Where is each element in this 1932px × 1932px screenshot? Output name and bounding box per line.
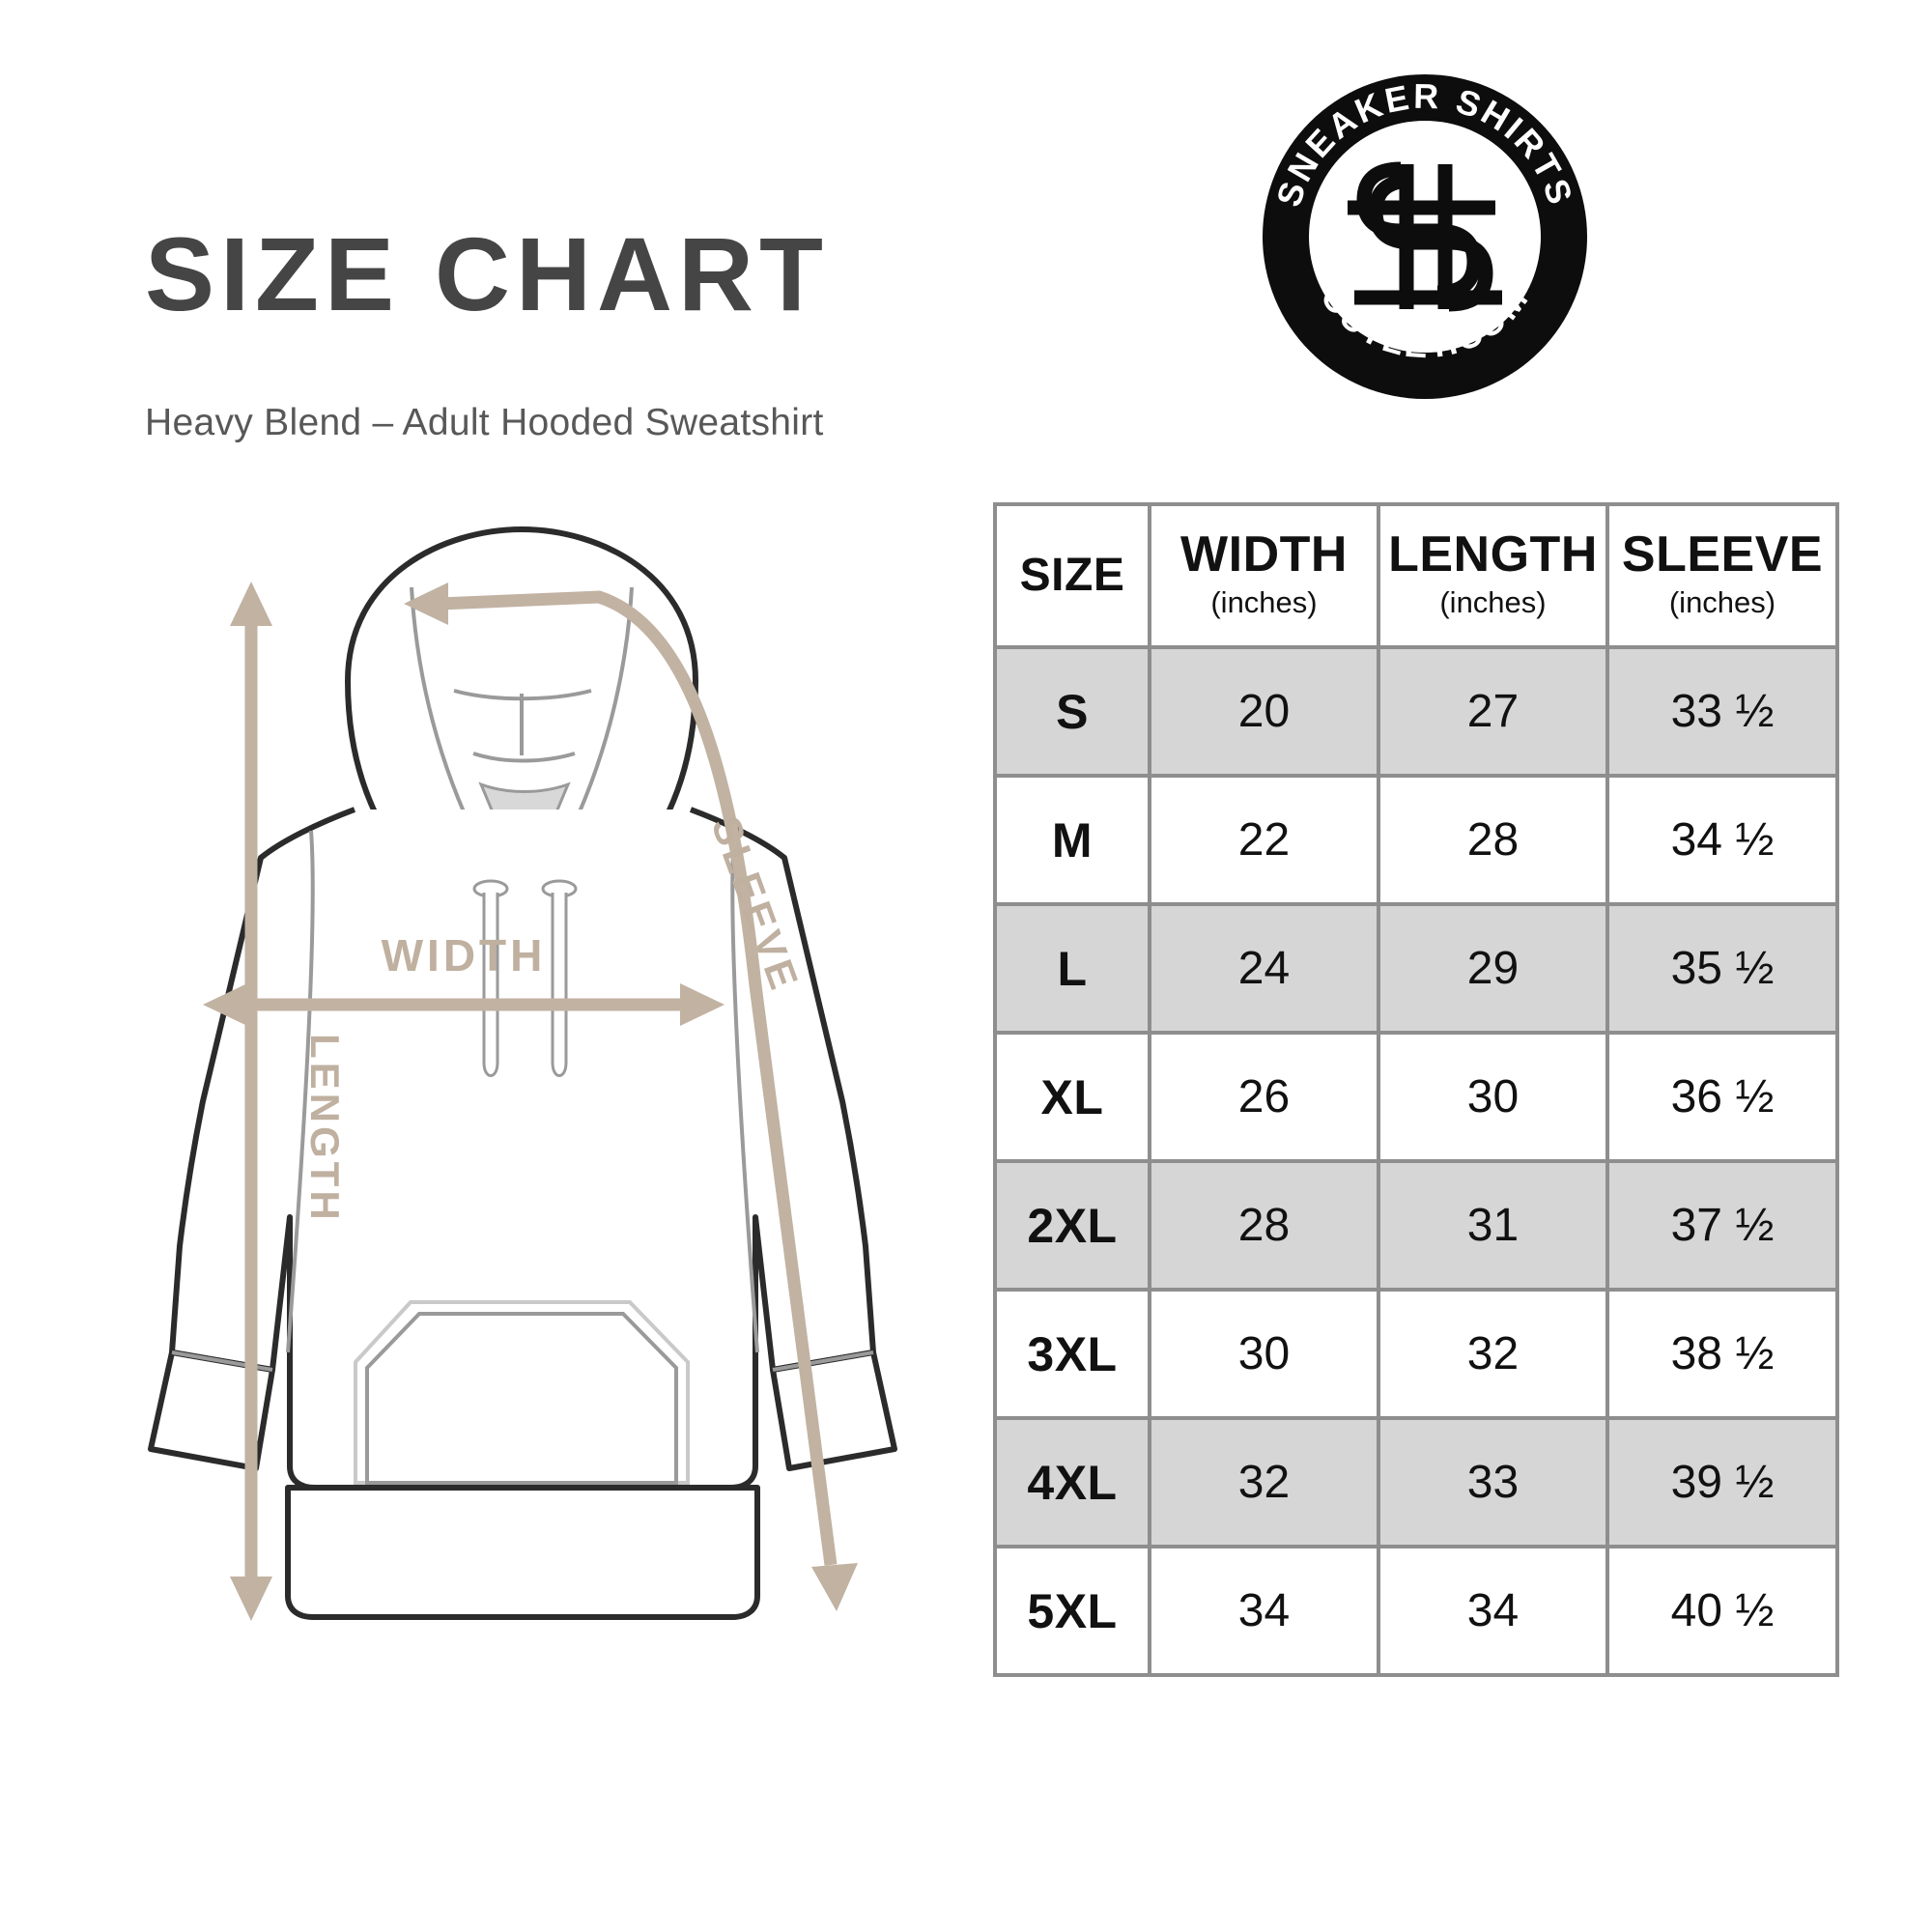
hoodie-body (148, 807, 897, 1620)
cell-width: 34 (1148, 1545, 1380, 1677)
cell-width: 30 (1148, 1288, 1380, 1420)
table-row: 3XL 30 32 38 ½ (993, 1288, 1839, 1420)
cell-size: L (993, 902, 1151, 1035)
column-header-width: WIDTH (inches) (1148, 502, 1380, 649)
cell-size: 2XL (993, 1159, 1151, 1292)
table-header-row: SIZE WIDTH (inches) LENGTH (inches) SLEE… (993, 502, 1839, 649)
width-label: WIDTH (382, 930, 547, 980)
column-header-size: SIZE (993, 502, 1151, 649)
table-row: S 20 27 33 ½ (993, 645, 1839, 778)
title-block: SIZE CHART Heavy Blend – Adult Hooded Sw… (145, 222, 937, 444)
cell-sleeve: 39 ½ (1605, 1416, 1839, 1548)
hoodie-drawstrings (472, 879, 578, 1077)
size-table-container: SIZE WIDTH (inches) LENGTH (inches) SLEE… (993, 502, 1839, 1677)
size-table-body: S 20 27 33 ½ M 22 28 34 ½ L 24 29 35 ½ XL 26 30 36 ½ 2XL… (993, 645, 1839, 1677)
cell-length: 27 (1377, 645, 1609, 778)
cell-sleeve: 34 ½ (1605, 774, 1839, 906)
length-label: LENGTH (302, 1034, 348, 1224)
brand-logo: SNEAKER SHIRTS OUTLET.COM (1256, 68, 1594, 406)
cell-size: XL (993, 1031, 1151, 1163)
width-arrow (203, 983, 724, 1026)
cell-size: 3XL (993, 1288, 1151, 1420)
length-arrow (230, 582, 272, 1621)
cell-length: 30 (1377, 1031, 1609, 1163)
column-header-sleeve-unit: (inches) (1668, 585, 1776, 620)
size-table: SIZE WIDTH (inches) LENGTH (inches) SLEE… (993, 502, 1839, 1677)
page-title: SIZE CHART (145, 215, 829, 332)
sleeve-arrow (404, 582, 858, 1611)
cell-size: 5XL (993, 1545, 1151, 1677)
page-subtitle: Heavy Blend – Adult Hooded Sweatshirt (145, 402, 824, 443)
table-row: L 24 29 35 ½ (993, 902, 1839, 1035)
cell-length: 34 (1377, 1545, 1609, 1677)
table-row: 2XL 28 31 37 ½ (993, 1159, 1839, 1292)
column-header-length-main: LENGTH (1388, 526, 1598, 583)
column-header-sleeve-main: SLEEVE (1621, 526, 1824, 583)
cell-width: 22 (1148, 774, 1380, 906)
column-header-width-main: WIDTH (1180, 526, 1348, 583)
column-header-length-unit: (inches) (1439, 585, 1547, 620)
hoodie-diagram: WIDTH LENGTH SLEEVE (58, 483, 985, 1642)
cell-width: 20 (1148, 645, 1380, 778)
cell-size: 4XL (993, 1416, 1151, 1548)
cell-width: 28 (1148, 1159, 1380, 1292)
cell-width: 26 (1148, 1031, 1380, 1163)
table-row: M 22 28 34 ½ (993, 774, 1839, 906)
cell-length: 29 (1377, 902, 1609, 1035)
table-row: XL 26 30 36 ½ (993, 1031, 1839, 1163)
cell-sleeve: 33 ½ (1605, 645, 1839, 778)
cell-sleeve: 37 ½ (1605, 1159, 1839, 1292)
cell-length: 28 (1377, 774, 1609, 906)
cell-sleeve: 36 ½ (1605, 1031, 1839, 1163)
column-header-width-unit: (inches) (1210, 585, 1318, 620)
logo-monogram-icon (1348, 161, 1502, 312)
cell-length: 33 (1377, 1416, 1609, 1548)
cell-width: 32 (1148, 1416, 1380, 1548)
cell-sleeve: 38 ½ (1605, 1288, 1839, 1420)
cell-sleeve: 35 ½ (1605, 902, 1839, 1035)
cell-length: 31 (1377, 1159, 1609, 1292)
column-header-size-main: SIZE (1019, 549, 1125, 601)
table-row: 4XL 32 33 39 ½ (993, 1416, 1839, 1548)
cell-sleeve: 40 ½ (1605, 1545, 1839, 1677)
cell-size: M (993, 774, 1151, 906)
cell-length: 32 (1377, 1288, 1609, 1420)
table-row: 5XL 34 34 40 ½ (993, 1545, 1839, 1677)
cell-width: 24 (1148, 902, 1380, 1035)
column-header-sleeve: SLEEVE (inches) (1605, 502, 1839, 649)
size-table-header: SIZE WIDTH (inches) LENGTH (inches) SLEE… (993, 502, 1839, 649)
column-header-length: LENGTH (inches) (1377, 502, 1609, 649)
cell-size: S (993, 645, 1151, 778)
